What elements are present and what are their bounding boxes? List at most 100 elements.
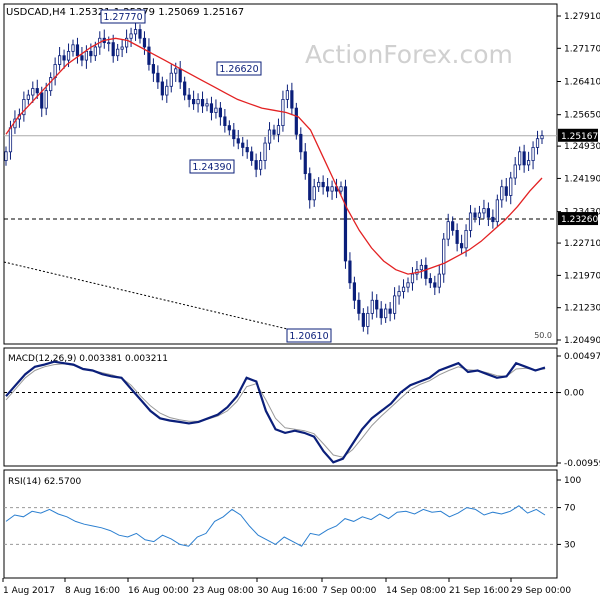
candle-body: [84, 50, 88, 61]
candle-body: [285, 90, 290, 100]
price-label: 1.27770: [103, 12, 142, 23]
candle-body: [44, 90, 48, 109]
price-y-tick-label: 1.27910: [564, 12, 600, 22]
candle-body: [22, 99, 26, 116]
price-label-box: [216, 61, 262, 76]
candle-body: [522, 151, 526, 166]
candle-body: [58, 55, 62, 65]
candle-body: [401, 286, 406, 292]
candle-body: [196, 99, 200, 105]
current-price-tag-label: 1.25167: [561, 132, 598, 142]
candle-body: [142, 37, 147, 48]
candle-body: [518, 151, 522, 166]
macd-y-tick-label: 0.00: [564, 389, 584, 399]
candle-body: [330, 186, 334, 192]
price-y-tick-label: 1.27170: [564, 44, 600, 54]
moving-average-line: [5, 37, 543, 275]
candle-body: [232, 129, 236, 140]
candle-body: [361, 312, 365, 327]
candle-body: [245, 147, 249, 153]
candle-body: [348, 260, 352, 284]
candle-body: [31, 88, 35, 96]
price-y-tick-label: 1.21230: [564, 304, 600, 314]
candle-body: [8, 127, 13, 153]
candle-body: [308, 173, 312, 201]
candle-body: [160, 81, 164, 96]
candle-body: [254, 160, 258, 170]
macd-y-tick-label: -0.009591: [564, 459, 600, 469]
candle-body: [125, 37, 129, 48]
price-y-tick-label: 1.25650: [564, 111, 600, 121]
candle-body: [433, 282, 437, 288]
candle-body: [294, 107, 298, 135]
rsi-panel-frame: [3, 469, 558, 579]
price-label: 1.20610: [289, 331, 328, 342]
candle-body: [250, 151, 254, 161]
candle-body: [209, 103, 214, 113]
rsi-y-tick-label: 100: [564, 476, 581, 486]
candle-body: [71, 44, 75, 52]
x-tick-label: 8 Aug 16:00: [65, 586, 120, 596]
candle-body: [62, 55, 66, 61]
candle-body: [397, 291, 401, 297]
candle-body: [4, 151, 8, 161]
candle-body: [357, 299, 361, 314]
candle-body: [419, 264, 424, 271]
candle-body: [482, 208, 486, 214]
candle-body: [35, 88, 39, 94]
candle-body: [540, 135, 544, 140]
rsi-line: [5, 505, 546, 547]
candle-body: [107, 42, 111, 45]
candle-body: [424, 264, 428, 279]
price-y-tick-label: 1.24190: [564, 174, 600, 184]
candle-body: [500, 186, 504, 201]
candle-body: [495, 199, 499, 223]
price-y-tick-label: 1.24930: [564, 142, 600, 152]
candle-body: [133, 29, 138, 35]
candle-body: [66, 50, 71, 61]
candle-body: [509, 177, 513, 196]
candle-body: [392, 295, 397, 314]
candle-body: [75, 44, 80, 57]
candle-body: [290, 90, 294, 109]
candle-body: [129, 33, 133, 39]
candle-body: [276, 125, 281, 135]
candle-body: [455, 229, 459, 244]
candle-body: [370, 299, 374, 314]
price-y-tick-label: 1.21970: [564, 271, 600, 281]
macd-y-tick-label: 0.004974: [564, 352, 600, 362]
candle-body: [303, 151, 307, 175]
candle-body: [531, 147, 535, 161]
candle-body: [343, 186, 348, 262]
candle-body: [89, 50, 93, 57]
x-tick-label: 7 Sep 00:00: [322, 586, 377, 596]
candle-body: [477, 212, 482, 218]
rsi-y-tick-label: 70: [564, 504, 576, 514]
candle-body: [241, 142, 245, 148]
candle-body: [375, 299, 379, 310]
price-y-tick-label: 1.22710: [564, 239, 600, 249]
candle-body: [535, 138, 540, 148]
candle-body: [317, 181, 321, 188]
candle-body: [218, 107, 222, 118]
candle-body: [227, 125, 231, 131]
candle-body: [26, 94, 30, 100]
x-tick-label: 16 Aug 00:00: [128, 586, 189, 596]
candle-body: [263, 142, 267, 161]
candle-body: [366, 312, 370, 327]
price-label-box: [286, 328, 332, 343]
price-label: 1.24390: [192, 162, 231, 173]
candle-body: [147, 46, 151, 65]
fib-level-label: 50.0: [534, 331, 552, 340]
candle-body: [40, 92, 44, 109]
candle-body: [183, 81, 187, 96]
candle-body: [116, 48, 120, 57]
candle-body: [473, 212, 477, 218]
candle-body: [491, 216, 495, 223]
candle-body: [205, 103, 209, 107]
watermark: ActionForex.com: [305, 40, 513, 69]
candle-body: [187, 94, 191, 100]
candle-body: [459, 243, 464, 249]
macd-signal-line: [5, 363, 546, 458]
